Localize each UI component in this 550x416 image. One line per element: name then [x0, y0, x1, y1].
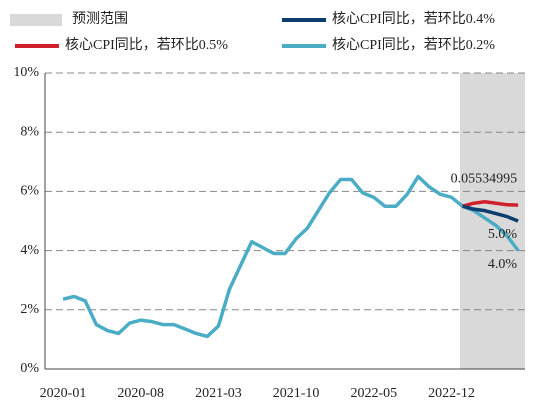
legend-label: 预测范围: [72, 10, 128, 27]
series-line: [62, 174, 520, 339]
legend-label: 核心CPI同比，若环比0.4%: [332, 11, 495, 27]
y-tick-label: 2%: [20, 302, 39, 317]
x-tick-label: 2020-08: [117, 386, 164, 401]
y-tick-label: 4%: [20, 243, 39, 258]
y-tick-label: 8%: [20, 124, 39, 139]
y-tick-label: 6%: [20, 184, 39, 199]
data-label: 0.05534995: [451, 171, 518, 186]
x-tick-label: 2020-01: [40, 386, 87, 401]
data-label: 5.0%: [488, 227, 518, 242]
x-tick-label: 2022-05: [350, 386, 397, 401]
y-tick-label: 10%: [13, 65, 39, 80]
legend-swatch: [10, 14, 62, 26]
data-label: 4.0%: [488, 257, 518, 272]
x-tick-label: 2022-12: [428, 386, 475, 401]
legend-label: 核心CPI同比，若环比0.2%: [332, 37, 495, 53]
y-tick-label: 0%: [20, 361, 39, 376]
x-tick-label: 2021-03: [195, 386, 242, 401]
x-tick-label: 2021-10: [273, 386, 320, 401]
legend-label: 核心CPI同比，若环比0.5%: [65, 37, 228, 53]
series-line: [462, 204, 519, 223]
series-line: [462, 200, 519, 208]
